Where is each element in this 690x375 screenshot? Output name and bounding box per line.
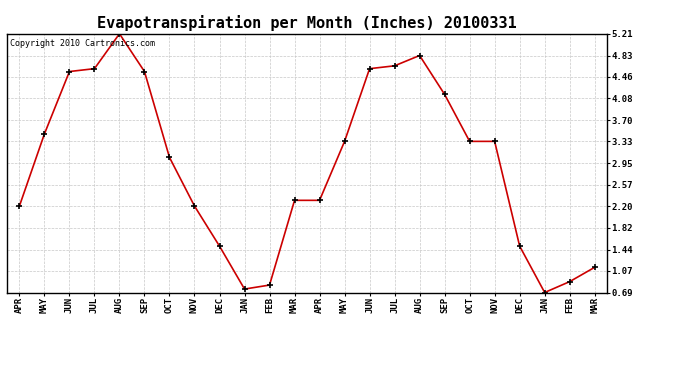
Text: Copyright 2010 Cartronics.com: Copyright 2010 Cartronics.com	[10, 39, 155, 48]
Title: Evapotranspiration per Month (Inches) 20100331: Evapotranspiration per Month (Inches) 20…	[97, 15, 517, 31]
